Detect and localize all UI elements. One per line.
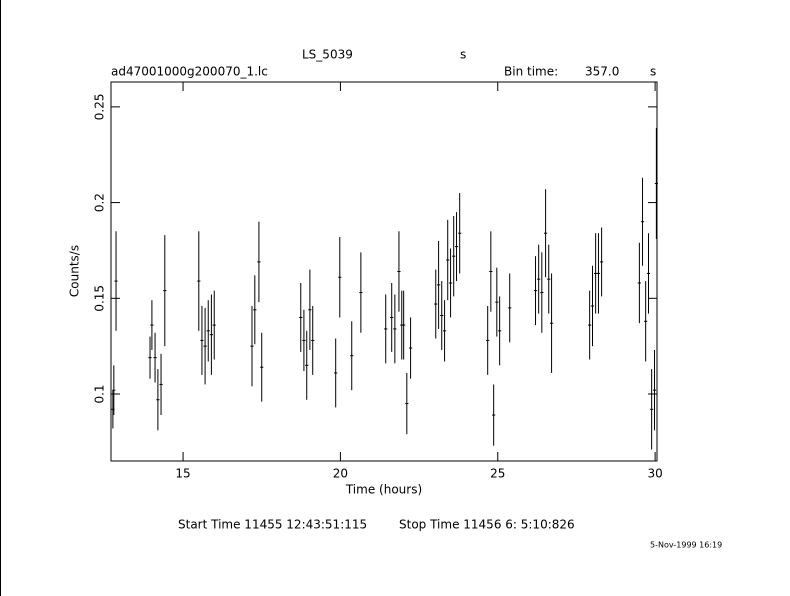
file-name: ad47001000g200070_1.lc bbox=[111, 65, 268, 79]
x-tick-label: 15 bbox=[175, 467, 190, 481]
bin-time-unit: s bbox=[650, 65, 656, 79]
x-tick-label: 25 bbox=[490, 467, 505, 481]
y-axis-title: Counts/s bbox=[68, 245, 82, 297]
y-tick-label: 0.15 bbox=[93, 285, 107, 312]
y-tick-label: 0.2 bbox=[93, 193, 107, 212]
bin-time: 357.0 bbox=[585, 65, 619, 79]
title-unit: s bbox=[460, 48, 466, 62]
bin-time-label: Bin time: bbox=[504, 65, 558, 79]
plot-frame bbox=[110, 81, 658, 462]
chart-title: LS_5039 bbox=[302, 48, 353, 62]
x-tick-label: 30 bbox=[647, 467, 662, 481]
x-axis-title: Time (hours) bbox=[345, 483, 422, 497]
start-time: Start Time 11455 12:43:51:115 bbox=[178, 518, 367, 532]
stop-time: Stop Time 11456 6: 5:10:826 bbox=[399, 518, 575, 532]
date-stamp: 5-Nov-1999 16:19 bbox=[650, 541, 722, 550]
x-tick-label: 20 bbox=[333, 467, 348, 481]
y-tick-label: 0.25 bbox=[93, 94, 107, 121]
y-tick-label: 0.1 bbox=[93, 384, 107, 403]
